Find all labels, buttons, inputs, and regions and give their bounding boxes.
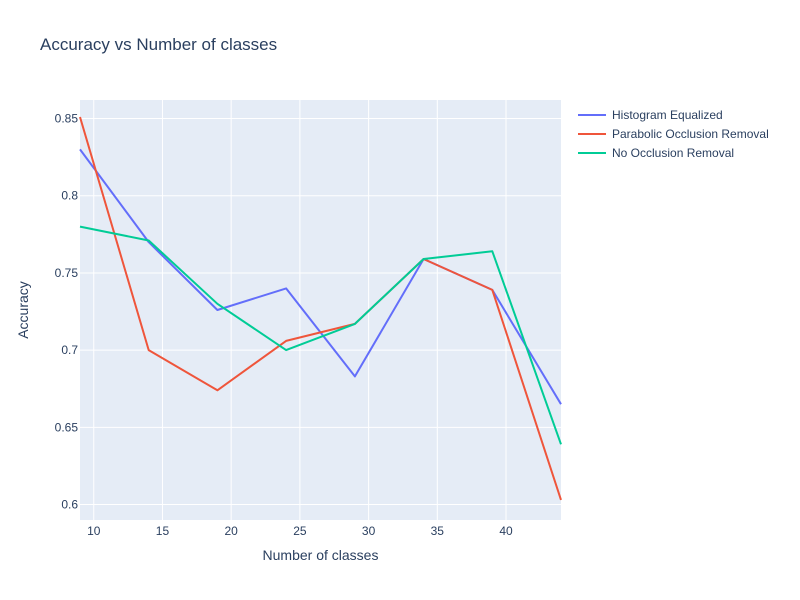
x-tick-label: 15 <box>156 524 170 538</box>
y-tick-label: 0.65 <box>55 420 79 434</box>
y-tick-label: 0.6 <box>61 498 78 512</box>
x-tick-label: 10 <box>87 524 101 538</box>
y-tick-label: 0.7 <box>61 343 78 357</box>
y-tick-label: 0.8 <box>61 189 78 203</box>
x-axis-title: Number of classes <box>263 547 379 563</box>
x-tick-label: 30 <box>362 524 376 538</box>
legend: Histogram Equalized Parabolic Occlusion R… <box>578 108 769 160</box>
series-line-2 <box>79 116 562 501</box>
plot-area <box>80 100 561 520</box>
legend-label: Histogram Equalized <box>612 108 723 122</box>
x-tick-label: 25 <box>293 524 307 538</box>
y-axis-title: Accuracy <box>15 281 31 339</box>
series-line-3 <box>79 225 562 445</box>
chart-title: Accuracy vs Number of classes <box>40 35 277 54</box>
x-tick-label: 35 <box>431 524 445 538</box>
x-tick-label: 20 <box>224 524 238 538</box>
legend-label: Parabolic Occlusion Removal <box>612 127 769 141</box>
y-tick-label: 0.75 <box>55 266 79 280</box>
series-lines <box>79 116 562 501</box>
y-tick-label: 0.85 <box>55 112 79 126</box>
x-tick-label: 40 <box>499 524 513 538</box>
tick-labels: 0.6 0.65 0.7 0.75 0.8 0.85 10 15 20 25 30 35 40 <box>55 112 513 538</box>
legend-label: No Occlusion Removal <box>612 146 734 160</box>
